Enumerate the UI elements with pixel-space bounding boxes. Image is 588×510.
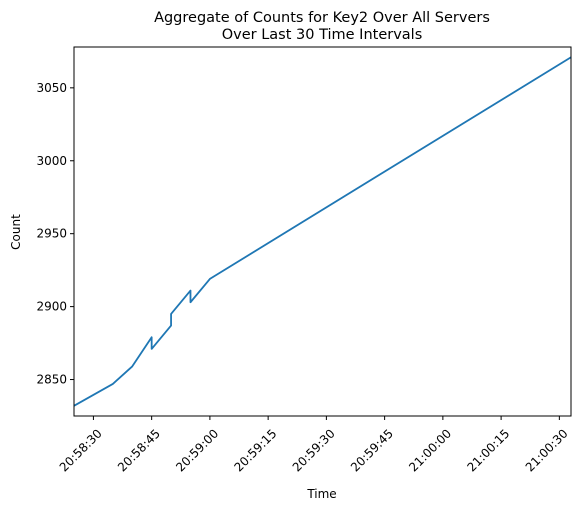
y-tick-label: 2900 [36,300,67,314]
y-tick-label: 2950 [36,227,67,241]
y-tick-label: 3050 [36,81,67,95]
chart-title-line-2: Over Last 30 Time Intervals [222,27,423,43]
series-line [73,56,572,407]
y-axis: 2850 2900 2950 3000 3050 [36,81,74,387]
plot-frame [73,46,572,417]
y-tick-label: 3000 [36,154,67,168]
x-axis-label: Time [306,487,336,501]
y-axis-label: Count [9,214,23,250]
chart-title-line-1: Aggregate of Counts for Key2 Over All Se… [154,10,490,26]
plot-area [73,56,572,407]
y-tick-label: 2850 [36,373,67,387]
